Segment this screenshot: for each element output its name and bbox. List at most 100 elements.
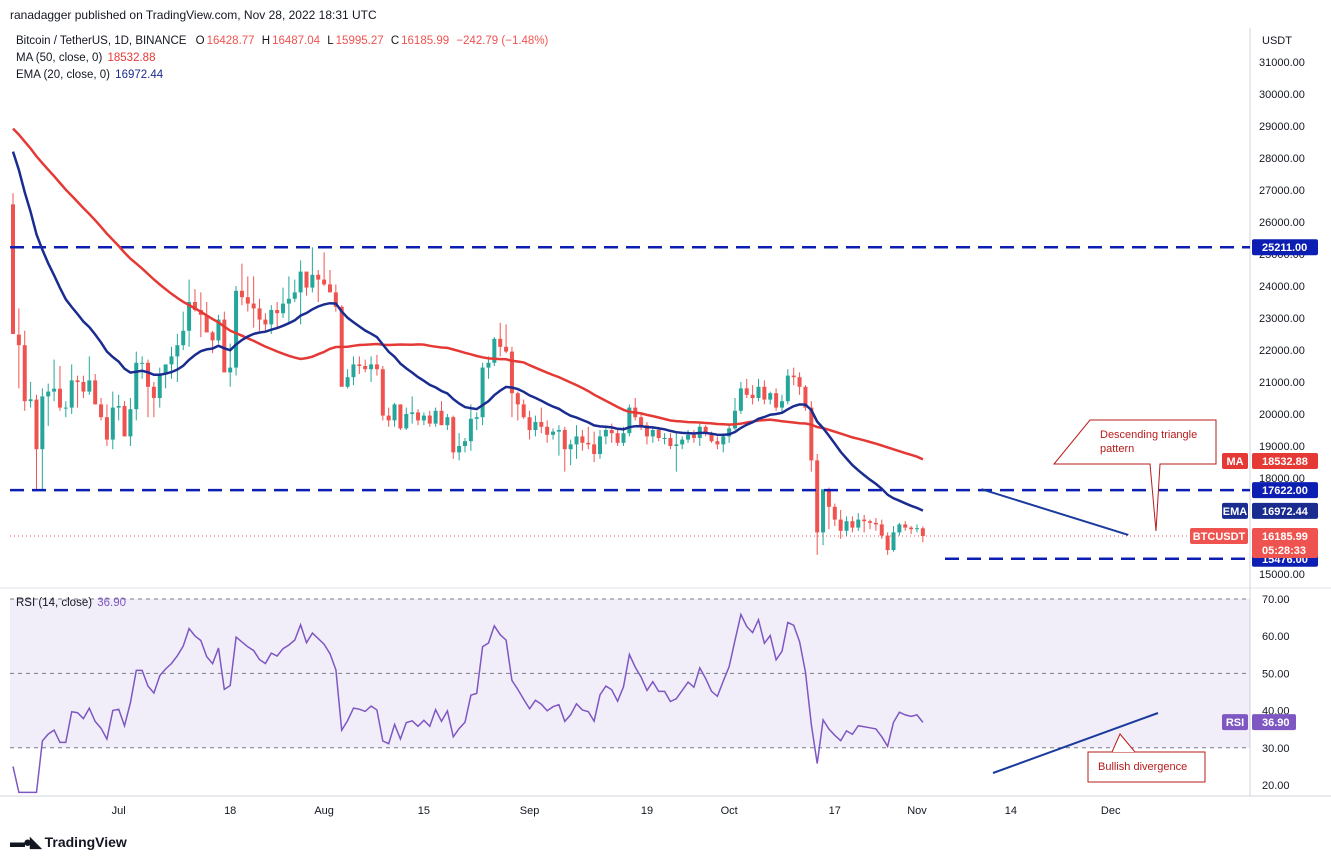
candle-body (87, 380, 92, 392)
candle-body (57, 388, 62, 408)
candle-body (210, 332, 215, 341)
candle-body (592, 444, 597, 454)
tradingview-logo-icon: ▬●◣ (10, 834, 42, 851)
candle-body (662, 438, 667, 439)
candle-body (762, 386, 767, 400)
candle-body (674, 444, 679, 446)
candle-body (433, 410, 438, 424)
price-tick-label: 30000.00 (1259, 89, 1305, 101)
ema-label[interactable]: EMA (20, close, 0) (16, 69, 110, 81)
candle-body (11, 204, 15, 334)
candle-body (914, 528, 919, 530)
candle-body (715, 441, 720, 445)
ma-price-tag[interactable]: MA 18532.88 (1222, 452, 1318, 469)
candle-body (709, 433, 714, 442)
price-tick-label: 19000.00 (1259, 441, 1305, 453)
candle-body (69, 380, 74, 408)
triangle-callout (1052, 419, 1217, 532)
candle-body (99, 404, 104, 418)
price-legend: Bitcoin / TetherUS, 1D, BINANCE O 16428.7… (16, 35, 548, 47)
candle-body (116, 406, 121, 408)
high-label: H (261, 35, 271, 47)
candle-body (721, 436, 726, 445)
candle-body (644, 425, 649, 437)
candle-body (556, 430, 561, 432)
level-price-tag[interactable]: 17622.00 (1252, 482, 1318, 499)
ma-tag-value: 18532.88 (1262, 456, 1308, 468)
candle-body (457, 446, 462, 453)
level-tag-value: 25211.00 (1262, 242, 1307, 254)
candle-body (568, 444, 573, 450)
ema-legend: EMA (20, close, 0) 16972.44 (16, 69, 163, 81)
candle-body (163, 364, 168, 374)
candle-body (298, 271, 303, 293)
open-label: O (195, 35, 205, 47)
level-price-tag[interactable]: 25211.00 (1252, 239, 1318, 256)
price-tick-label: 23000.00 (1259, 313, 1305, 325)
publisher-line: ranadagger published on TradingView.com,… (10, 8, 377, 22)
ema-price-tag[interactable]: EMA 16972.44 (1222, 502, 1318, 519)
candle-body (404, 414, 409, 429)
ma-line (12, 127, 924, 461)
ma-legend: MA (50, close, 0) 18532.88 (16, 52, 155, 64)
candle-body (832, 506, 837, 520)
candles (11, 193, 925, 555)
close-value: 16185.99 (401, 35, 450, 47)
rsi-line (12, 612, 924, 794)
candle-body (181, 330, 186, 346)
candle-body (316, 274, 321, 280)
ma-tag-value-bg (1252, 452, 1318, 469)
candle-body (533, 422, 538, 430)
candle-body (386, 415, 391, 421)
candle-body (509, 351, 514, 394)
ema-tag-label: EMA (1223, 506, 1248, 518)
rsi-label[interactable]: RSI (14, close) (16, 597, 93, 609)
candle-body (650, 430, 655, 437)
candle-body (844, 521, 849, 531)
time-tick-label: Jul (112, 805, 126, 817)
candle-body (897, 524, 902, 533)
candle-body (216, 319, 221, 341)
candle-body (451, 417, 456, 453)
close-label: C (390, 35, 400, 47)
ma-tag-label: MA (1226, 456, 1243, 468)
candle-body (598, 436, 602, 454)
low-label: L (327, 35, 334, 47)
candle-body (122, 406, 127, 437)
candle-body (410, 412, 415, 414)
rsi-value-tag: RSI 36.90 (1222, 714, 1296, 731)
candle-body (868, 521, 873, 523)
divergence-callout-text: Bullish divergence (1098, 761, 1187, 773)
candle-body (885, 535, 890, 550)
symbol-name[interactable]: Bitcoin / TetherUS, 1D, BINANCE (16, 35, 187, 47)
candle-body (93, 380, 98, 405)
candle-body (545, 426, 550, 435)
price-tick-label: 27000.00 (1259, 185, 1305, 197)
tradingview-logo[interactable]: ▬●◣ TradingView (10, 833, 127, 851)
level-tag-value: 17622.00 (1262, 485, 1308, 497)
candle-body (304, 271, 309, 288)
price-tick-label: 31000.00 (1259, 57, 1305, 69)
time-tick-label: 18 (224, 805, 236, 817)
candle-body (862, 519, 867, 522)
level-tag-value-bg (1252, 482, 1318, 499)
divergence-callout (1087, 751, 1206, 783)
candle-body (357, 364, 362, 366)
rsi-tick-label: 70.00 (1262, 594, 1290, 606)
ema-tag-label-bg (1222, 502, 1248, 519)
candle-body (416, 412, 421, 421)
btcusdt-price-tag[interactable]: 16185.99 05:28:33 BTCUSDT (1190, 528, 1318, 559)
candle-body (187, 302, 192, 331)
price-tick-label: 22000.00 (1259, 345, 1305, 357)
candle-body (803, 386, 808, 408)
candle-body (504, 346, 509, 352)
candle-body (815, 460, 820, 533)
candle-body (22, 345, 27, 402)
rsi-tag-label: RSI (1226, 717, 1244, 729)
ma-label[interactable]: MA (50, close, 0) (16, 52, 103, 64)
candle-body (779, 401, 784, 408)
candle-body (668, 438, 673, 446)
time-tick-label: 17 (829, 805, 841, 817)
candle-body (639, 417, 644, 426)
